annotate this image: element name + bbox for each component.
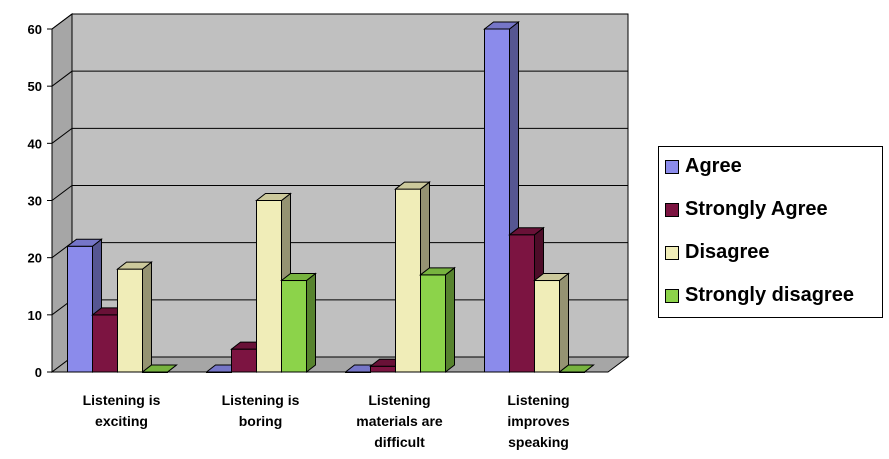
bars [66, 20, 595, 374]
category-label: Listening improves speaking [507, 392, 569, 450]
y-tick-label: 0 [35, 365, 42, 380]
legend-label: Strongly disagree [685, 284, 854, 306]
gridline [51, 13, 628, 30]
y-tick-label: 50 [28, 79, 42, 94]
category-label-line: Listening [368, 392, 430, 408]
y-tick-label: 20 [28, 251, 42, 266]
y-axis-ticks: 0 10 20 30 40 50 60 [28, 22, 608, 380]
category-label-line: boring [239, 413, 283, 429]
legend-label: Strongly Agree [685, 198, 828, 220]
legend-label: Agree [685, 155, 742, 177]
bar-strongly-disagree-2 [280, 272, 317, 374]
legend-swatch [665, 202, 679, 217]
category-label: Listening is boring [222, 392, 300, 429]
legend-item-strongly-agree: Strongly Agree [665, 198, 828, 221]
category-label-line: speaking [508, 434, 569, 450]
y-tick-label: 40 [28, 136, 42, 151]
category-label-line: difficult [374, 434, 425, 450]
category-label-line: Listening is [83, 392, 161, 408]
gridline [51, 127, 628, 144]
y-tick-label: 60 [28, 22, 42, 37]
legend-swatch [665, 288, 679, 303]
legend-item-agree: Agree [665, 155, 742, 178]
category-label-line: materials are [356, 413, 443, 429]
bar-disagree-1 [116, 261, 153, 374]
legend-item-disagree: Disagree [665, 241, 770, 264]
legend-swatch [665, 245, 679, 260]
category-label-line: Listening is [222, 392, 300, 408]
category-label-line: Listening [507, 392, 569, 408]
legend-item-strongly-disagree: Strongly disagree [665, 284, 854, 307]
bar-strongly-disagree-3 [419, 266, 456, 374]
y-tick-label: 30 [28, 194, 42, 209]
category-label-line: improves [507, 413, 569, 429]
legend-swatch [665, 159, 679, 174]
bar-disagree-4 [533, 272, 570, 374]
gridline [51, 185, 628, 201]
category-label-line: exciting [95, 413, 148, 429]
y-tick-label: 10 [28, 308, 42, 323]
legend-label: Disagree [685, 241, 770, 263]
category-label: Listening is exciting [83, 392, 161, 429]
legend: Agree Strongly Agree Disagree Strongly disa… [658, 146, 883, 318]
category-label: Listening materials are difficult [356, 392, 443, 450]
gridline [51, 70, 628, 87]
